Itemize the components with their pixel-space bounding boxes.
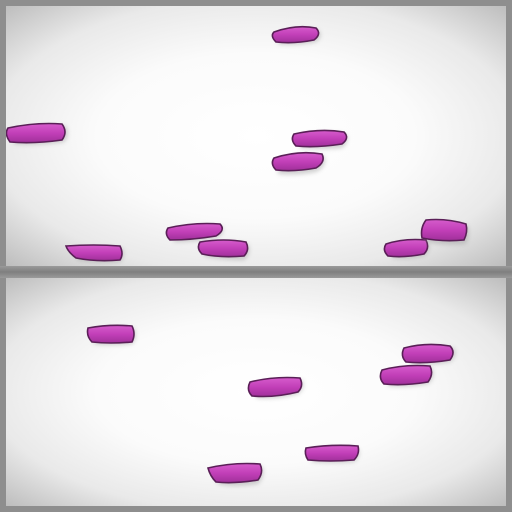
rod-object [207,462,264,486]
rod-object [383,238,430,259]
panel-divider [0,266,512,278]
top-panel [6,6,506,266]
rod-object [197,239,250,260]
rod-object [291,129,348,149]
rod-object [420,218,469,245]
rod-object [379,364,434,387]
rod-object [271,25,321,45]
rod-object [401,343,456,365]
bottom-panel-objects [86,324,456,486]
rod-object [64,244,124,263]
rod-object [247,376,304,399]
rod-object [6,122,68,145]
rod-object [86,324,136,345]
top-panel-objects [6,25,469,263]
rod-object [271,151,325,175]
bottom-panel [6,278,506,506]
rod-object [304,444,360,463]
rod-object [165,222,224,242]
